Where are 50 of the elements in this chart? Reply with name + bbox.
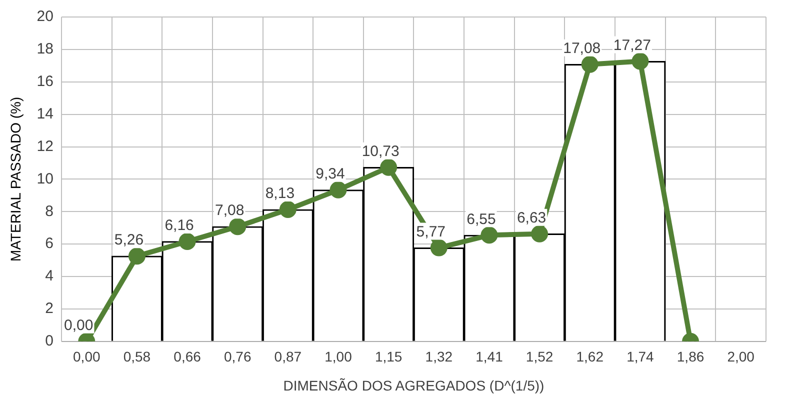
x-tick-label: 1,86: [676, 348, 704, 365]
data-label: 6,55: [466, 210, 496, 228]
data-label: 0,00: [64, 317, 94, 334]
x-tick-label: 2,00: [727, 348, 755, 365]
data-label: 6,63: [516, 210, 546, 226]
x-tick-label: 0,00: [73, 348, 100, 365]
data-label: 9,34: [316, 166, 345, 183]
point: [531, 225, 548, 242]
y-tick-label: 10: [36, 170, 54, 188]
point: [229, 218, 246, 236]
y-tick-label: 20: [36, 8, 54, 26]
point: [279, 201, 296, 218]
point: [380, 158, 398, 176]
data-label: 10,73: [362, 143, 400, 160]
y-tick-label: 18: [36, 40, 54, 58]
y-tick-label: 6: [45, 235, 54, 252]
y-axis-title: MATERIAL PASSADO (%): [7, 96, 24, 262]
data-label: 17,27: [613, 36, 651, 54]
y-tick-label: 14: [36, 105, 54, 122]
point: [128, 248, 146, 265]
point: [430, 239, 448, 256]
point: [178, 232, 196, 250]
point: [632, 52, 649, 70]
data-label: 8,13: [265, 185, 295, 202]
data-label: 6,16: [164, 217, 194, 234]
x-axis-title: DIMENSÃO DOS AGREGADOS (D^(1/5)): [283, 377, 544, 394]
x-tick-label: 1,62: [576, 348, 604, 365]
x-tick-label: 1,52: [526, 348, 554, 365]
data-label: 17,08: [563, 40, 601, 58]
x-tick-label: 1,32: [425, 348, 453, 365]
data-label: 5,77: [416, 223, 446, 240]
point: [581, 56, 598, 73]
data-label: 5,26: [114, 232, 144, 249]
x-tick-label: 0,66: [174, 348, 202, 365]
x-tick-label: 0,58: [123, 348, 151, 365]
y-tick-label: 4: [45, 268, 54, 285]
point: [330, 181, 347, 198]
y-tick-label: 2: [45, 300, 54, 318]
y-tick-label: 0: [45, 332, 54, 350]
point: [480, 226, 498, 244]
x-tick-label: 0,76: [224, 348, 252, 365]
x-tick-label: 1,41: [476, 348, 504, 365]
y-tick-label: 8: [45, 202, 54, 220]
data-label: 7,08: [215, 202, 244, 220]
x-tick-label: 1,00: [324, 348, 352, 365]
x-tick-label: 0,87: [274, 348, 302, 365]
y-tick-label: 12: [36, 138, 54, 155]
x-tick-label: 1,74: [626, 348, 654, 365]
y-tick-label: 16: [36, 73, 54, 90]
x-tick-label: 1,15: [374, 348, 402, 365]
